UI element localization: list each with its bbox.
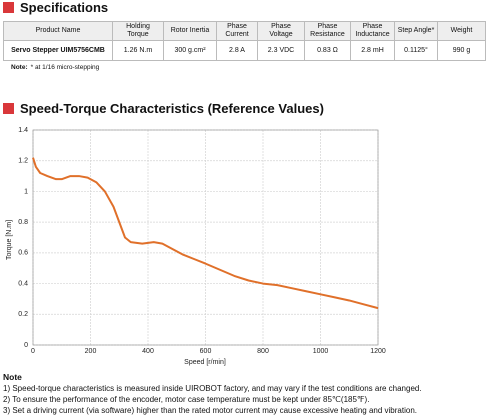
note-text: * at 1/16 micro-stepping <box>30 64 100 71</box>
table-cell: 2.3 VDC <box>257 40 305 61</box>
section-header: Specifications <box>3 0 108 15</box>
notes: Note 1) Speed-torque characteristics is … <box>3 372 422 416</box>
x-tick-label: 1200 <box>370 348 386 355</box>
table-cell: 0.83 Ω <box>304 40 351 61</box>
y-axis-label: Torque [N.m] <box>6 220 13 260</box>
note-item: 3) Set a driving current (via software) … <box>3 406 417 415</box>
column-header: Product Name <box>3 21 113 41</box>
torque-curve <box>32 157 379 310</box>
table-cell: 2.8 A <box>216 40 258 61</box>
plot-frame <box>32 129 379 346</box>
note-item: 1) Speed-torque characteristics is measu… <box>3 384 422 393</box>
table-row: Servo Stepper UIM5756CMB 1.26 N.m 300 g.cm… <box>3 40 486 61</box>
table-cell: Servo Stepper UIM5756CMB <box>3 40 113 61</box>
x-axis-label: Speed [r/min] <box>184 359 226 366</box>
x-tick-label: 0 <box>31 348 35 355</box>
column-header: Step Angle* <box>394 21 438 41</box>
y-tick-label: 0.8 <box>18 219 28 226</box>
table-cell: 300 g.cm² <box>163 40 217 61</box>
note-label: Note: <box>11 64 28 71</box>
header-row: Product Name Holding Torque Rotor Inertia P… <box>3 21 486 41</box>
x-tick-label: 800 <box>257 348 269 355</box>
table-body: Servo Stepper UIM5756CMB 1.26 N.m 300 g.cm… <box>3 40 486 61</box>
x-tick-label: 600 <box>200 348 212 355</box>
table-cell: 1.26 N.m <box>112 40 164 61</box>
y-tick-label: 0.4 <box>18 280 28 287</box>
column-header: Holding Torque <box>112 21 164 41</box>
column-header: Phase Inductance <box>350 21 395 41</box>
spec-table: Product Name Holding Torque Rotor Inertia P… <box>3 21 486 61</box>
column-header: Phase Voltage <box>257 21 305 41</box>
notes-title: Note <box>3 372 22 382</box>
icon <box>3 2 14 13</box>
y-tick-label: 1 <box>24 188 28 195</box>
y-tick-label: 0 <box>24 342 28 349</box>
title: Specifications <box>20 0 109 15</box>
x-tick-label: 1000 <box>313 348 329 355</box>
table-cell: 2.8 mH <box>350 40 395 61</box>
y-tick-label: 1.2 <box>18 158 28 165</box>
x-tick-label: 200 <box>85 348 97 355</box>
column-header: Phase Resistance <box>304 21 351 41</box>
table-cell: 990 g <box>437 40 486 61</box>
y-tick-label: 0.2 <box>18 311 28 318</box>
icon <box>3 103 14 114</box>
table-cell: 0.1125° <box>394 40 438 61</box>
table-note: Note: * at 1/16 micro-stepping <box>11 64 99 71</box>
section-header: Speed-Torque Characteristics (Reference … <box>3 101 324 116</box>
title: Speed-Torque Characteristics (Reference … <box>20 101 324 116</box>
note-item: 2) To ensure the performance of the enco… <box>3 395 370 404</box>
y-tick-label: 0.6 <box>18 250 28 257</box>
chart: Torque [N.m] Speed [r/min] 0 0.2 0.4 0.6 0.8… <box>6 127 386 366</box>
column-header: Weight <box>437 21 486 41</box>
y-tick-label: 1.4 <box>18 127 28 134</box>
column-header: Phase Current <box>216 21 258 41</box>
column-header: Rotor Inertia <box>163 21 217 41</box>
x-tick-label: 400 <box>142 348 154 355</box>
